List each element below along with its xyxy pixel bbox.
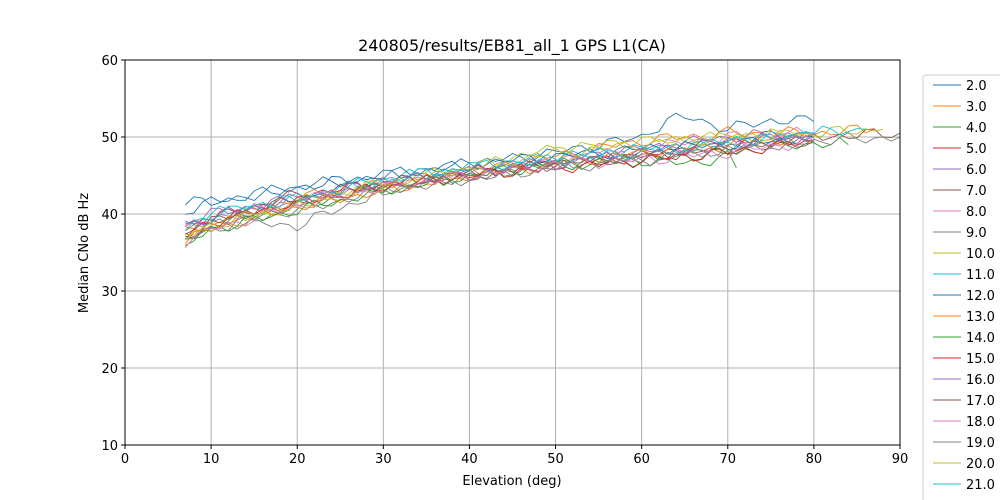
y-tick-label: 50 [101,131,118,146]
legend-label: 20.0 [966,457,995,472]
series-line-12.0 [185,135,814,215]
series-line-19.0 [185,135,814,232]
legend-label: 17.0 [966,394,995,409]
legend-label: 5.0 [966,142,987,157]
legend: 2.0 3.0 4.0 5.0 6.0 7.0 8.0 9.0 10.0 11.0 12.0 13.0… [922,74,1000,500]
legend-label: 6.0 [966,163,987,178]
x-tick-label: 70 [720,452,737,467]
x-tick-label: 0 [121,452,129,467]
series-layer [184,112,901,248]
x-axis-label: Elevation (deg) [462,474,561,489]
plot-frame [124,59,901,446]
legend-label: 7.0 [966,184,987,199]
legend-label: 10.0 [966,247,995,262]
y-tick-label: 10 [101,439,118,454]
y-tick-label: 20 [101,362,118,377]
y-tick-label: 40 [101,208,118,223]
legend-label: 14.0 [966,331,995,346]
legend-label: 13.0 [966,310,995,325]
series-line-10.0 [184,125,883,240]
legend-label: 2.0 [966,79,987,94]
series-line-21.0 [184,131,814,231]
y-axis-label: Median CNo dB Hz [77,193,92,313]
x-tick-label: 30 [375,452,392,467]
x-axis: 0 10 20 30 40 50 60 70 80 90 [121,445,908,467]
x-tick-label: 90 [892,452,909,467]
series-line-13.0 [184,132,815,245]
y-tick-label: 60 [101,54,118,69]
x-tick-label: 60 [633,452,650,467]
legend-label: 16.0 [966,373,995,388]
x-tick-label: 20 [289,452,306,467]
x-tick-label: 40 [461,452,478,467]
y-tick-label: 30 [101,285,118,300]
x-tick-label: 80 [806,452,823,467]
legend-label: 3.0 [966,100,987,115]
legend-label: 9.0 [966,226,987,241]
series-line-14.0 [185,149,737,240]
legend-label: 4.0 [966,121,987,136]
legend-label: 8.0 [966,205,987,220]
y-axis: 10 20 30 40 50 60 [101,54,125,454]
legend-label: 15.0 [966,352,995,367]
series-line-20.0 [185,129,814,236]
legend-box [922,74,1000,500]
x-tick-label: 10 [203,452,220,467]
legend-label: 18.0 [966,415,995,430]
legend-label: 12.0 [966,289,995,304]
legend-label: 21.0 [966,478,995,493]
chart-title: 240805/results/EB81_all_1 GPS L1(CA) [358,36,666,56]
legend-label: 19.0 [966,436,995,451]
x-tick-label: 50 [547,452,564,467]
legend-label: 11.0 [966,268,995,283]
